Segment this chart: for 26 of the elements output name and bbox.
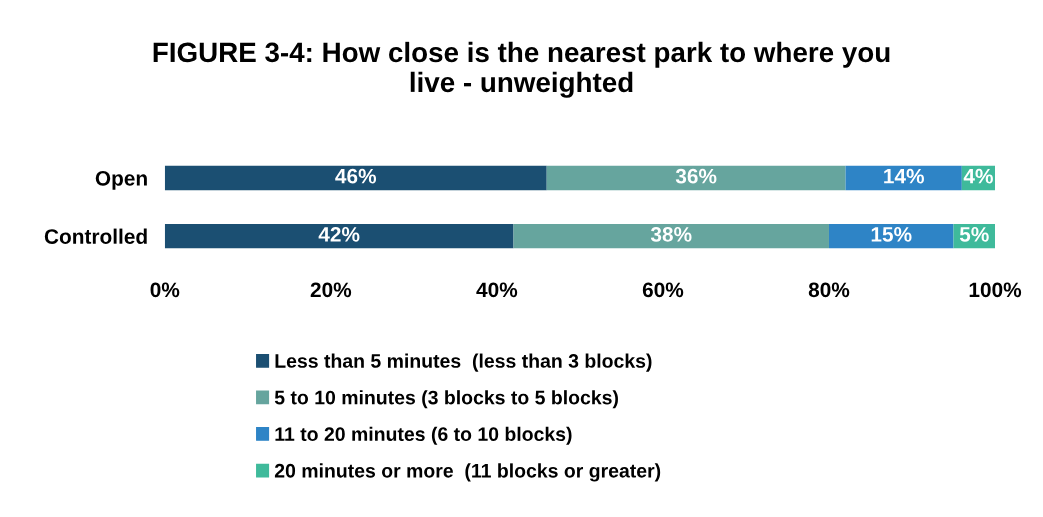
bar	[828, 223, 954, 249]
legend-label: 11 to 20 minutes (6 to 10 blocks)	[275, 426, 572, 445]
legend-label: Less than 5 minutes (less than 3 blocks)	[275, 353, 652, 372]
data-label: 46%	[335, 168, 377, 184]
x-tick-label: 80%	[808, 282, 850, 298]
legend-label: 20 minutes or more (11 blocks or greater)	[274, 463, 661, 482]
data-label: 15%	[871, 227, 912, 242]
chart-title: FIGURE 3-4: How close is the nearest park to where you live - unweighted	[153, 41, 890, 98]
data-label: 36%	[675, 168, 717, 184]
x-tick-label: 20%	[310, 282, 352, 298]
x-tick-label: 0%	[150, 282, 180, 298]
x-tick-label: 40%	[476, 282, 518, 298]
data-label: 42%	[318, 226, 360, 242]
legend-label: 5 to 10 minutes (3 blocks to 5 blocks)	[274, 390, 618, 409]
bar	[164, 165, 547, 191]
y-tick-label: Open	[95, 170, 147, 190]
y-tick-label: Controlled	[44, 228, 147, 244]
data-label: 14%	[884, 168, 924, 184]
bar	[513, 223, 829, 249]
data-label: 4%	[963, 168, 993, 184]
data-label: 38%	[650, 226, 692, 242]
data-label: 5%	[959, 227, 989, 242]
x-tick-label: 60%	[642, 282, 684, 298]
bar	[546, 165, 846, 191]
bar	[164, 223, 514, 249]
x-tick-label: 100%	[969, 282, 1022, 298]
